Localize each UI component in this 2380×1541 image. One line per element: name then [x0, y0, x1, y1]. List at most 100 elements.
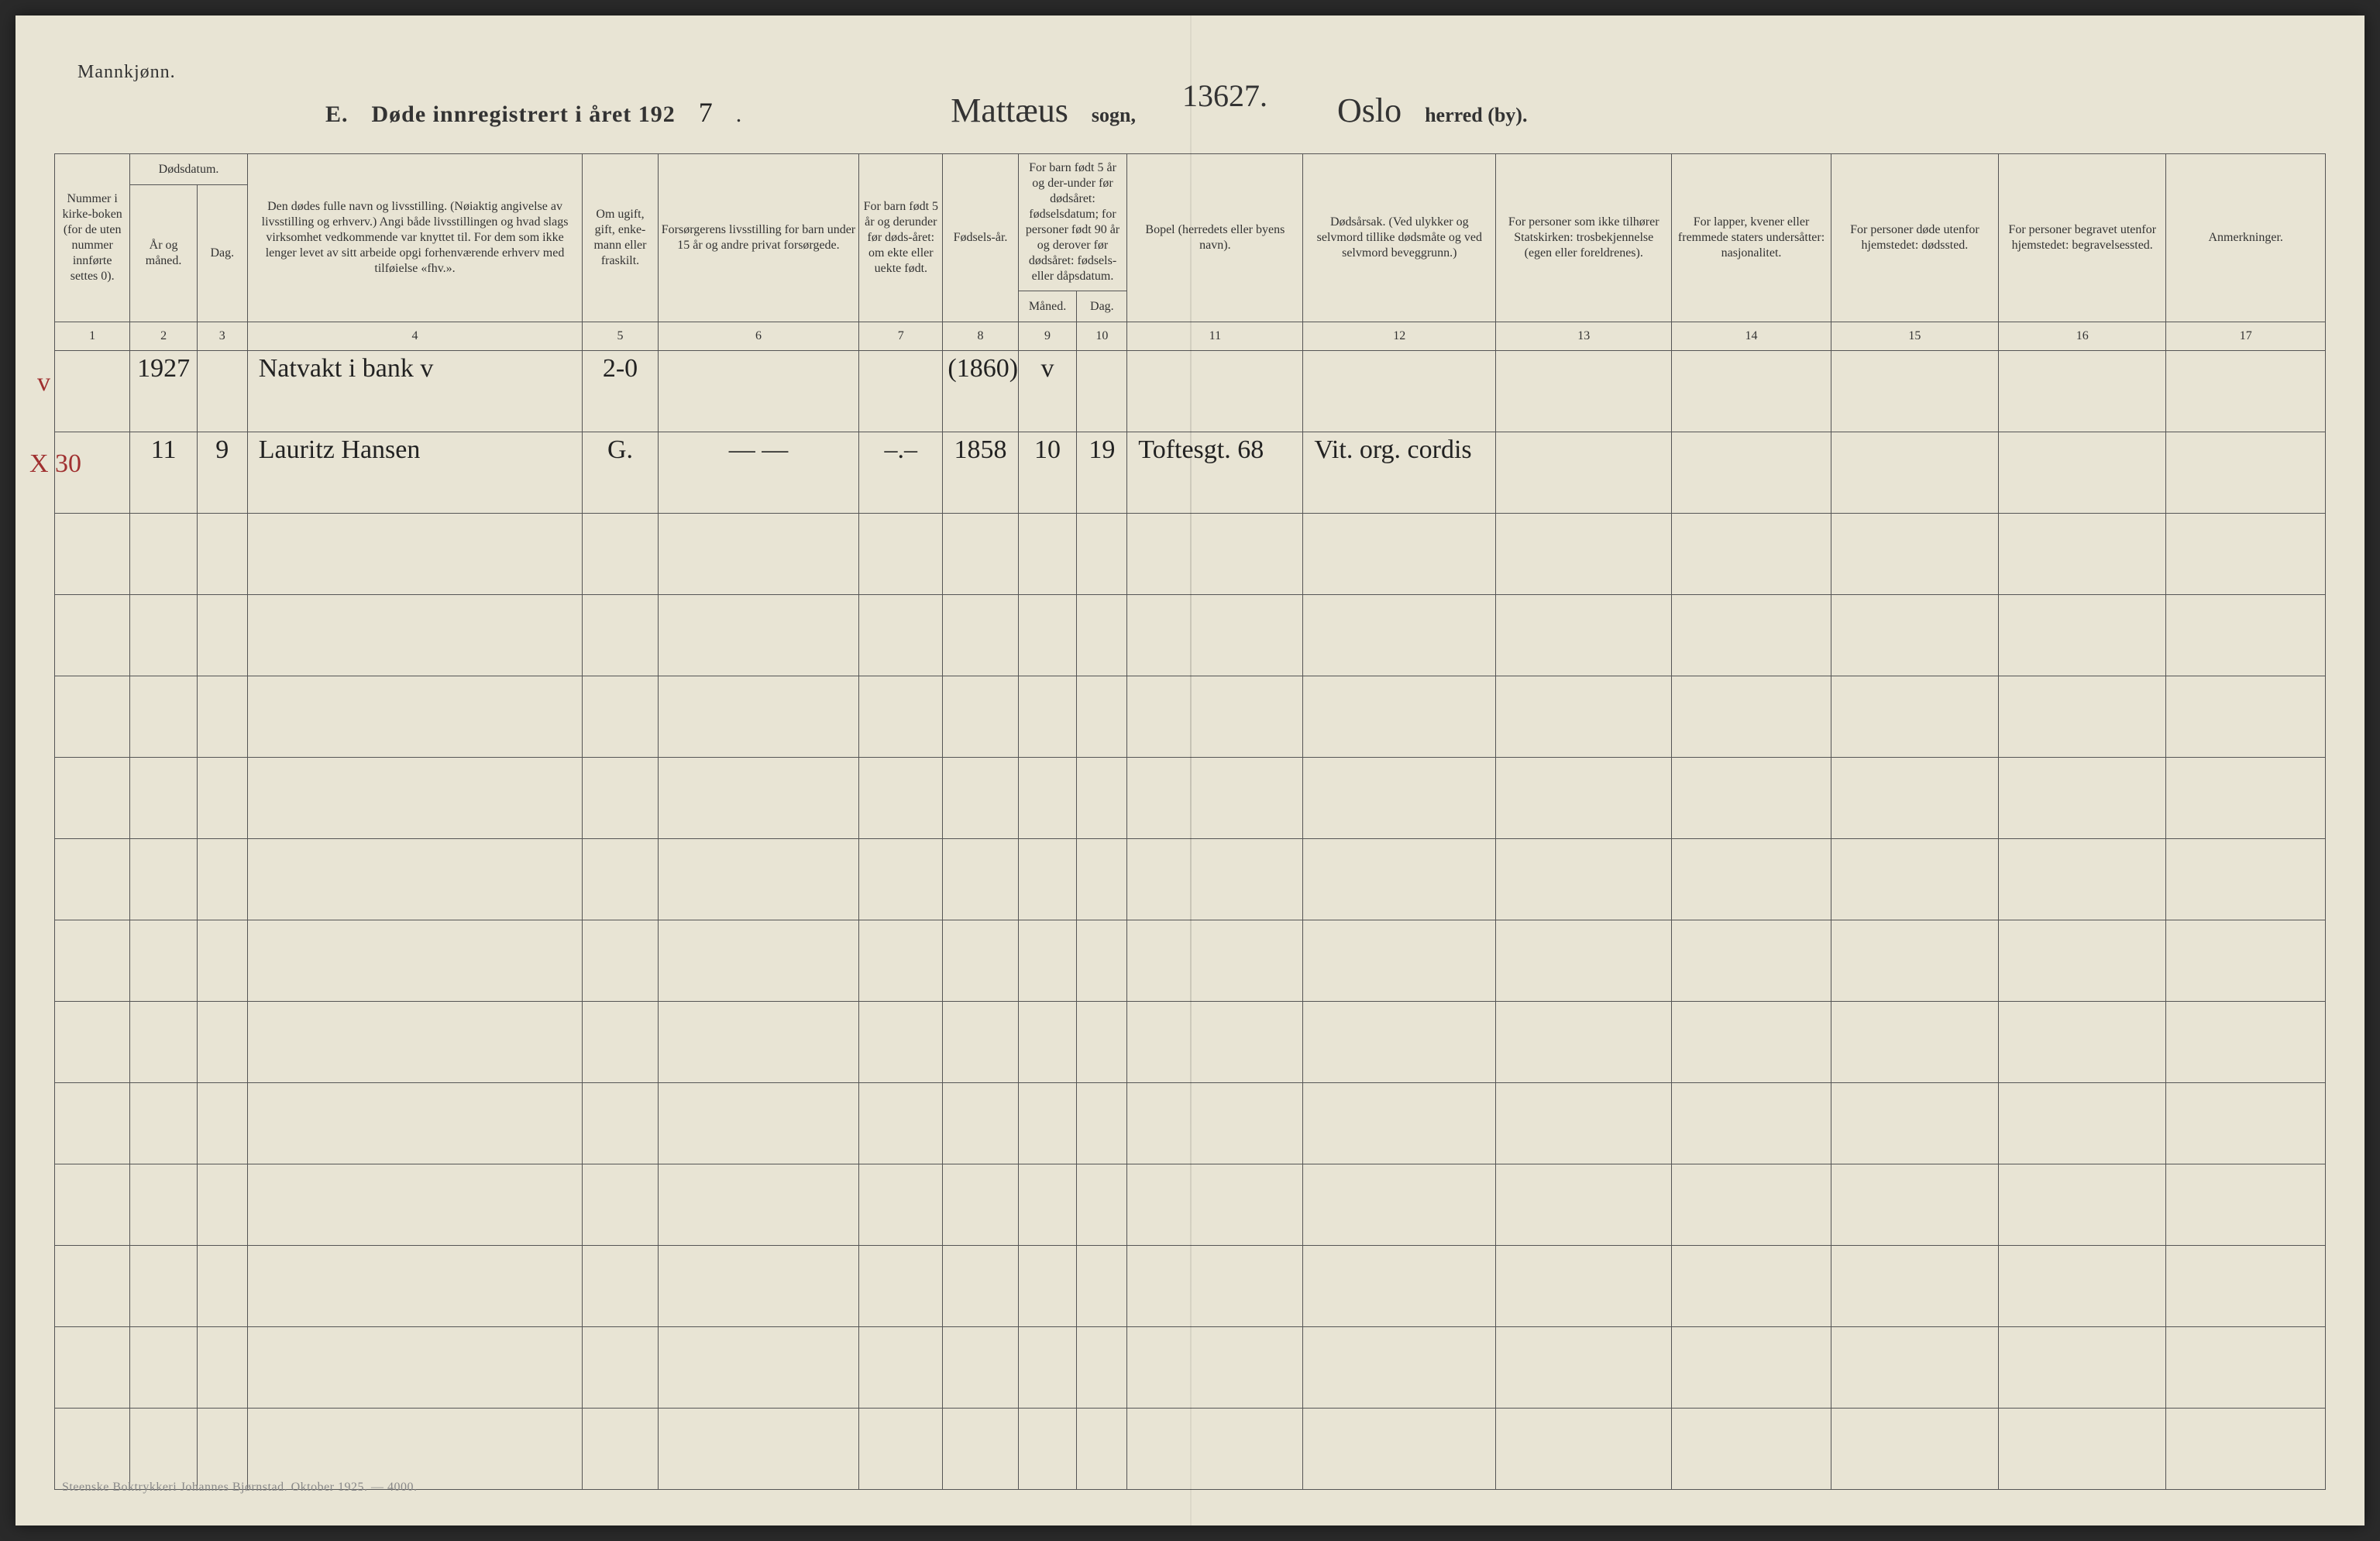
table-row: 11 9 Lauritz Hansen G. — — –.– 1858 10 1… — [55, 432, 2326, 514]
col-num: 4 — [247, 322, 583, 351]
cell: –.– — [859, 432, 943, 514]
cell: Natvakt i bank v — [247, 351, 583, 432]
col-num: 17 — [2166, 322, 2326, 351]
table-row-empty — [55, 1002, 2326, 1083]
col-header-15: For personer døde utenfor hjemstedet: dø… — [1831, 154, 1998, 322]
col-num: 7 — [859, 322, 943, 351]
cell: 9 — [197, 432, 247, 514]
col-header-8: Fødsels-år. — [943, 154, 1018, 322]
title-text: Døde innregistrert i året 192 — [372, 101, 676, 128]
document-page: v X 30 Mannkjønn. E. Døde innregistrert … — [15, 15, 2365, 1526]
gender-label: Mannkjønn. — [77, 62, 176, 83]
col-num: 10 — [1077, 322, 1127, 351]
cell — [1831, 432, 1998, 514]
col-num: 9 — [1018, 322, 1077, 351]
margin-mark-2: X 30 — [29, 449, 81, 479]
table-row-empty — [55, 514, 2326, 595]
herred-value: Oslo — [1337, 91, 1402, 130]
cell: 1927 — [130, 351, 198, 432]
col-header-5: Om ugift, gift, enke-mann eller fraskilt… — [583, 154, 658, 322]
cell — [1999, 432, 2166, 514]
table-row-empty — [55, 595, 2326, 676]
col-header-4: Den dødes fulle navn og livsstilling. (N… — [247, 154, 583, 322]
col-num: 6 — [658, 322, 859, 351]
cell — [1672, 432, 1831, 514]
table-row-empty — [55, 839, 2326, 920]
sogn-label: sogn, — [1092, 104, 1136, 127]
col-header-9b: Dag. — [1077, 291, 1127, 322]
table-row: 1927 Natvakt i bank v 2-0 (1860) v — [55, 351, 2326, 432]
cell: — — — [658, 432, 859, 514]
col-header-9a: Måned. — [1018, 291, 1077, 322]
col-num: 14 — [1672, 322, 1831, 351]
cell: Toftesgt. 68 — [1127, 432, 1303, 514]
cell — [1999, 351, 2166, 432]
col-num: 11 — [1127, 322, 1303, 351]
column-number-row: 1 2 3 4 5 6 7 8 9 10 11 12 13 14 15 16 1… — [55, 322, 2326, 351]
cell: 2-0 — [583, 351, 658, 432]
table-row-empty — [55, 758, 2326, 839]
cell — [1831, 351, 1998, 432]
herred-label: herred (by). — [1425, 104, 1527, 127]
col-num: 2 — [130, 322, 198, 351]
col-header-2-top: Dødsdatum. — [130, 154, 247, 185]
table-row-empty — [55, 1083, 2326, 1164]
printer-footer: Steenske Boktrykkeri Johannes Bjørnstad.… — [62, 1481, 418, 1495]
sogn-value: Mattæus — [951, 91, 1068, 130]
col-header-6: Forsørgerens livsstilling for barn under… — [658, 154, 859, 322]
col-num: 8 — [943, 322, 1018, 351]
col-num: 15 — [1831, 322, 1998, 351]
cell — [2166, 432, 2326, 514]
col-num: 3 — [197, 322, 247, 351]
col-header-9-top: For barn født 5 år og der-under før døds… — [1018, 154, 1127, 291]
cell — [1127, 351, 1303, 432]
table-row-empty — [55, 1164, 2326, 1246]
col-header-17: Anmerkninger. — [2166, 154, 2326, 322]
col-header-13: For personer som ikke tilhører Statskirk… — [1496, 154, 1672, 322]
cell: 11 — [130, 432, 198, 514]
cell — [1077, 351, 1127, 432]
cell: (1860) — [943, 351, 1018, 432]
col-header-14: For lapper, kvener eller fremmede stater… — [1672, 154, 1831, 322]
cell: G. — [583, 432, 658, 514]
col-header-2b: Dag. — [197, 185, 247, 322]
cell: v — [1018, 351, 1077, 432]
cell: 19 — [1077, 432, 1127, 514]
cell — [1672, 351, 1831, 432]
cell — [1303, 351, 1496, 432]
page-title-row: E. Døde innregistrert i året 1927. Mattæ… — [54, 91, 2326, 138]
col-header-1: Nummer i kirke-boken (for de uten nummer… — [55, 154, 130, 322]
cell — [1496, 351, 1672, 432]
table-row-empty — [55, 1327, 2326, 1409]
year-handwritten: 7 — [699, 96, 713, 129]
cell — [55, 351, 130, 432]
cell: 1858 — [943, 432, 1018, 514]
table-row-empty — [55, 920, 2326, 1002]
cell — [1496, 432, 1672, 514]
col-num: 5 — [583, 322, 658, 351]
page-number: 13627. — [1182, 77, 1267, 114]
register-table: Nummer i kirke-boken (for de uten nummer… — [54, 153, 2326, 1490]
cell: 10 — [1018, 432, 1077, 514]
col-header-7: For barn født 5 år og derunder før døds-… — [859, 154, 943, 322]
table-row-empty — [55, 1409, 2326, 1490]
cell — [859, 351, 943, 432]
cell — [2166, 351, 2326, 432]
table-body: 1927 Natvakt i bank v 2-0 (1860) v — [55, 351, 2326, 1490]
cell — [658, 351, 859, 432]
title-prefix: E. — [325, 101, 349, 128]
col-num: 13 — [1496, 322, 1672, 351]
col-header-2a: År og måned. — [130, 185, 198, 322]
table-header: Nummer i kirke-boken (for de uten nummer… — [55, 154, 2326, 351]
col-header-12: Dødsårsak. (Ved ulykker og selvmord till… — [1303, 154, 1496, 322]
cell — [197, 351, 247, 432]
col-header-11: Bopel (herredets eller byens navn). — [1127, 154, 1303, 322]
col-header-16: For personer begravet utenfor hjemstedet… — [1999, 154, 2166, 322]
col-num: 16 — [1999, 322, 2166, 351]
table-row-empty — [55, 676, 2326, 758]
cell: Vit. org. cordis — [1303, 432, 1496, 514]
col-num: 12 — [1303, 322, 1496, 351]
margin-mark-1: v — [37, 368, 50, 397]
col-num: 1 — [55, 322, 130, 351]
table-row-empty — [55, 1246, 2326, 1327]
